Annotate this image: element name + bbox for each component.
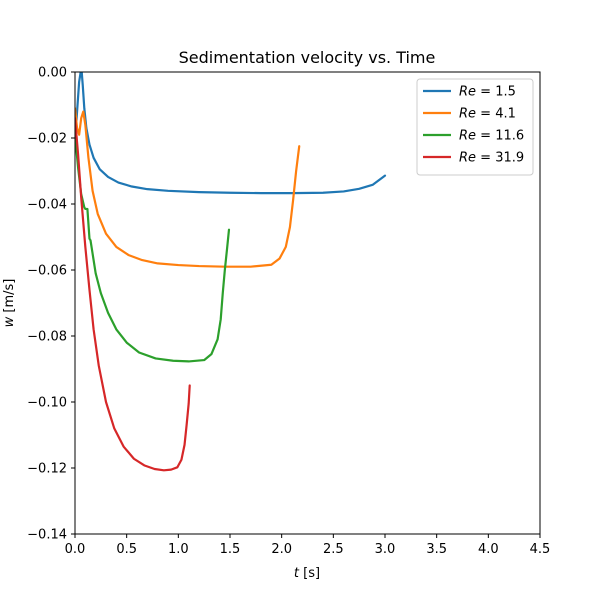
y-tick-label: −0.08 (27, 330, 67, 345)
x-tick-label: 0.5 (116, 542, 137, 557)
series-line-3 (75, 117, 191, 472)
x-axis: 0.0 0.5 1.0 1.5 2.0 2.5 3.0 3.5 4.0 4.5 (65, 534, 551, 557)
x-tick-label: 1.0 (168, 542, 189, 557)
x-tick-label: 4.5 (530, 542, 551, 557)
x-tick-label: 3.0 (375, 542, 396, 557)
x-tick-label: 0.0 (65, 542, 86, 557)
legend-label-0: Re = 1.5 (459, 85, 516, 100)
y-axis-label: w [m/s] (2, 279, 17, 328)
legend-label-1: Re = 4.1 (459, 107, 516, 122)
y-tick-label: −0.02 (27, 132, 67, 147)
y-axis-label-unit: [m/s] (2, 279, 17, 317)
chart-title: Sedimentation velocity vs. Time (179, 48, 436, 67)
y-axis: 0.00 −0.02 −0.04 −0.06 −0.08 −0.10 −0.12 −0.14 (27, 66, 75, 543)
plot-area (75, 72, 387, 472)
x-axis-label-var: t (294, 566, 300, 581)
series-line-1 (75, 107, 301, 268)
y-tick-label: −0.10 (27, 396, 67, 411)
y-tick-label: −0.06 (27, 264, 67, 279)
x-axis-label-unit: [s] (299, 566, 320, 581)
x-tick-label: 2.0 (271, 542, 292, 557)
x-tick-label: 4.0 (478, 542, 499, 557)
x-tick-label: 3.5 (426, 542, 447, 557)
y-tick-label: −0.14 (27, 528, 67, 543)
plot-frame (74, 71, 541, 535)
legend: Re = 1.5 Re = 4.1 Re = 11.6 Re = 31.9 (416, 78, 534, 176)
legend-label-2: Re = 11.6 (459, 129, 524, 144)
x-tick-label: 1.5 (220, 542, 241, 557)
y-tick-label: −0.04 (27, 198, 67, 213)
legend-label-3: Re = 31.9 (459, 151, 524, 166)
y-tick-label: 0.00 (38, 66, 67, 81)
y-tick-label: −0.12 (27, 462, 67, 477)
y-axis-label-var: w (2, 316, 17, 327)
legend-box (416, 78, 534, 176)
series-line-0 (75, 72, 387, 195)
x-axis-label: t [s] (294, 566, 320, 581)
x-tick-label: 2.5 (323, 542, 344, 557)
series-line-2 (75, 133, 231, 363)
